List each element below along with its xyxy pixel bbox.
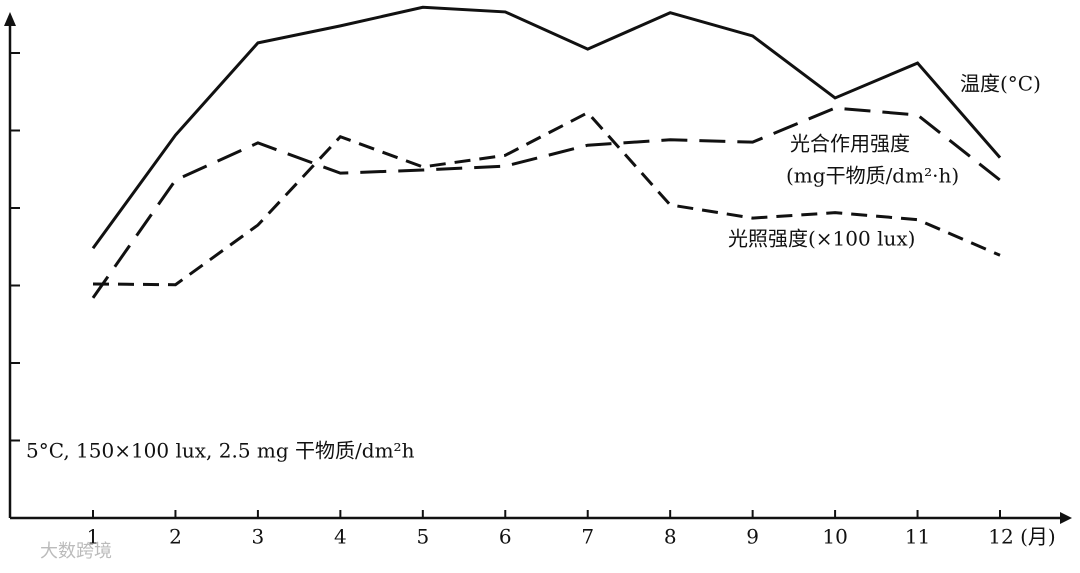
x-axis-arrow <box>1060 512 1072 524</box>
x-tick-label: 12 (月) <box>988 525 1055 549</box>
x-tick-label: 6 <box>499 525 512 549</box>
x-tick-label: 5 <box>416 525 429 549</box>
series-label: 光合作用强度 <box>790 132 910 156</box>
series-label: 光照强度(×100 lux) <box>728 227 915 251</box>
series-unit: (mg干物质/dm²·h) <box>786 164 959 188</box>
series-line <box>91 106 1001 299</box>
y-axis-arrow <box>4 12 16 26</box>
watermark: 大数跨境 <box>40 541 112 562</box>
x-tick-label: 9 <box>746 525 759 549</box>
x-tick-label: 10 <box>822 525 847 549</box>
x-tick-label: 2 <box>169 525 182 549</box>
x-tick-label: 11 <box>905 525 930 549</box>
x-tick-label: 3 <box>252 525 265 549</box>
x-tick-label: 4 <box>334 525 347 549</box>
unit-annotation: 5°C, 150×100 lux, 2.5 mg 干物质/dm²h <box>26 439 415 463</box>
x-tick-label: 8 <box>664 525 677 549</box>
x-tick-label: 7 <box>581 525 594 549</box>
series-label: 温度(°C) <box>960 72 1041 96</box>
x-tick-label: 1 <box>87 525 100 549</box>
series-line <box>91 5 1002 250</box>
